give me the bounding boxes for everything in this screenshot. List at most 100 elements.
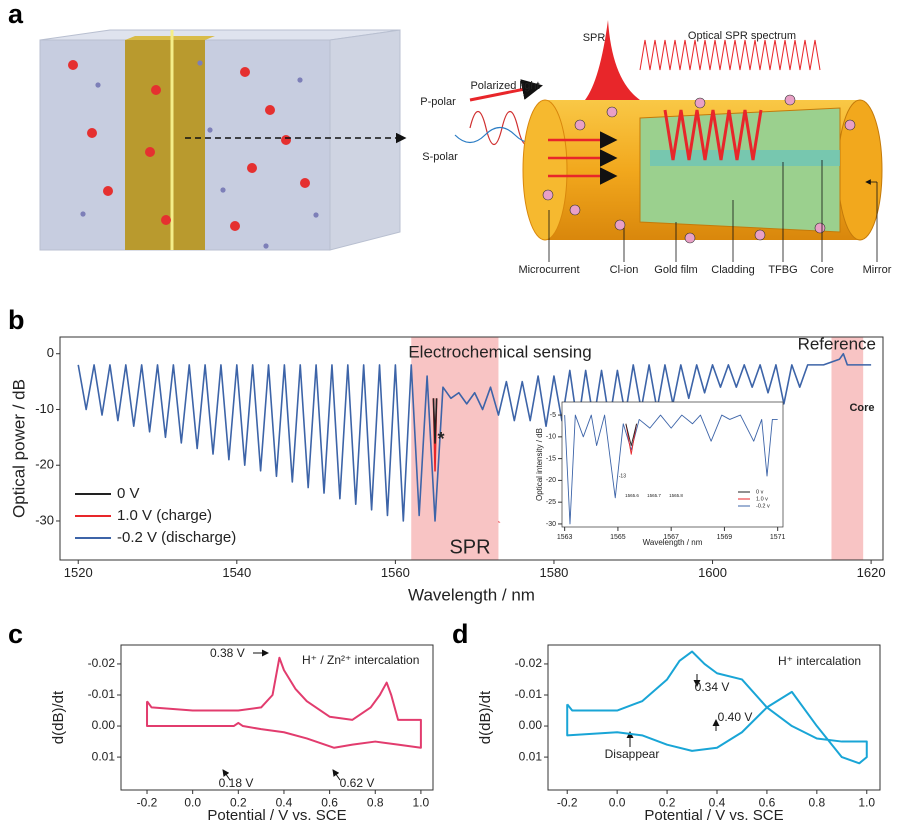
data-line <box>625 423 637 455</box>
y-tick-label: 0.00 <box>92 718 116 732</box>
x-tick-label: 1540 <box>222 565 251 580</box>
legend-label: 0 v <box>756 489 764 495</box>
x-axis-label: Potential / V vs. SCE <box>644 807 783 823</box>
x-tick-label: 1565 <box>610 534 626 541</box>
annotation: 0.18 V <box>219 776 254 790</box>
y-tick-label: -10 <box>35 401 54 416</box>
x-tick-label: 0.4 <box>276 795 293 809</box>
y-axis-label: Optical intensity / dB <box>535 428 544 501</box>
shaded-region <box>831 337 864 560</box>
x-tick-label: 1580 <box>539 565 568 580</box>
annotation: 0.62 V <box>340 776 375 790</box>
x-tick-label: 0.6 <box>759 795 776 809</box>
diagram-label: Cladding <box>711 264 754 276</box>
y-axis-label: d(dB)/dt <box>477 690 494 744</box>
y-tick-label: -20 <box>35 457 54 472</box>
x-tick-label: 1563 <box>557 534 573 541</box>
x-tick-label: 0.8 <box>367 795 384 809</box>
annotation: 0.38 V <box>210 646 245 660</box>
y-tick-label: -0.01 <box>515 687 543 701</box>
x-tick-label: 1567 <box>663 534 679 541</box>
diagram-label: Polarized light <box>470 80 539 92</box>
data-line <box>77 352 872 522</box>
x-tick-label: 0.8 <box>809 795 826 809</box>
y-axis-label: d(dB)/dt <box>50 690 67 744</box>
y-tick-label: 0 <box>47 345 54 360</box>
diagram-label: SPR <box>583 32 606 44</box>
y-tick-label: -30 <box>546 521 556 528</box>
data-line <box>625 423 637 446</box>
panel-letter: b <box>8 305 25 335</box>
panel-letter: d <box>452 619 469 649</box>
diagram-label: S-polar <box>422 151 458 163</box>
x-tick-label: 1560 <box>381 565 410 580</box>
annotation: 1565.7 <box>647 493 661 498</box>
annotation: * <box>437 429 444 449</box>
y-tick-label: -0.01 <box>88 687 116 701</box>
y-axis-label: Optical power / dB <box>9 379 28 518</box>
inset-background <box>562 402 783 527</box>
annotation: 1565.6 <box>625 493 639 498</box>
x-axis-label: Wavelength / nm <box>643 538 703 547</box>
plot-frame <box>547 644 881 791</box>
y-tick-label: -20 <box>546 477 556 484</box>
x-tick-label: 1520 <box>64 565 93 580</box>
diagram-label: Mirror <box>863 264 892 276</box>
y-tick-label: 0.01 <box>519 749 543 763</box>
x-tick-label: 0.4 <box>709 795 726 809</box>
x-tick-label: -0.2 <box>557 795 578 809</box>
y-tick-label: -30 <box>35 512 54 527</box>
y-tick-label: -5 <box>550 412 556 419</box>
x-tick-label: 1.0 <box>413 795 430 809</box>
x-axis-label: Potential / V vs. SCE <box>207 807 346 823</box>
y-tick-label: -25 <box>546 499 556 506</box>
diagram-label: TFBG <box>768 264 797 276</box>
fiber-diagram <box>454 20 883 262</box>
x-tick-label: 1.0 <box>858 795 875 809</box>
annotation: Disappear <box>605 747 660 761</box>
data-line <box>566 650 868 765</box>
plot-frame <box>120 644 434 791</box>
y-tick-label: -0.02 <box>515 656 543 670</box>
x-tick-label: -0.2 <box>137 795 158 809</box>
diagram-label: P-polar <box>420 96 456 108</box>
y-tick-label: 0.00 <box>519 718 543 732</box>
legend-label: -0.2 v <box>756 503 770 509</box>
x-tick-label: 1569 <box>717 534 733 541</box>
region-label: Electrochemical sensing <box>408 342 591 361</box>
annotation: H⁺ intercalation <box>778 654 861 668</box>
annotation: H⁺ / Zn²⁺ intercalation <box>302 653 419 667</box>
panel-letter: a <box>8 0 24 29</box>
diagram-label: Microcurrent <box>518 264 579 276</box>
annotation: -13 <box>619 473 626 479</box>
shaded-region <box>411 337 499 560</box>
annotation: SPR <box>449 536 490 558</box>
x-tick-label: 1571 <box>770 534 786 541</box>
annotation: Core <box>849 402 874 414</box>
annotation: 0.34 V <box>695 680 730 694</box>
data-line <box>432 398 438 444</box>
y-tick-label: 0.01 <box>92 749 116 763</box>
x-tick-label: 1620 <box>857 565 886 580</box>
y-tick-label: -10 <box>546 434 556 441</box>
legend-label: 0 V <box>117 485 140 502</box>
diagram-label: Cl-ion <box>610 264 639 276</box>
legend-label: -0.2 V (discharge) <box>117 529 236 546</box>
plot-frame <box>561 401 784 528</box>
x-tick-label: 0.6 <box>321 795 338 809</box>
annotation: 0.40 V <box>718 710 753 724</box>
region-label: Reference <box>798 334 876 353</box>
x-tick-label: 1600 <box>698 565 727 580</box>
plot-frame <box>59 336 884 561</box>
y-tick-label: -0.02 <box>88 656 116 670</box>
data-line <box>146 656 422 749</box>
y-tick-label: -15 <box>546 455 556 462</box>
electrolyte-box <box>39 29 401 251</box>
diagram-label: Gold film <box>654 264 697 276</box>
panel-letter: c <box>8 619 23 649</box>
x-tick-label: 0.2 <box>659 795 676 809</box>
legend-label: 1.0 V (charge) <box>117 507 212 524</box>
x-axis-label: Wavelength / nm <box>408 585 535 604</box>
annotation: 1565.8 <box>669 493 683 498</box>
